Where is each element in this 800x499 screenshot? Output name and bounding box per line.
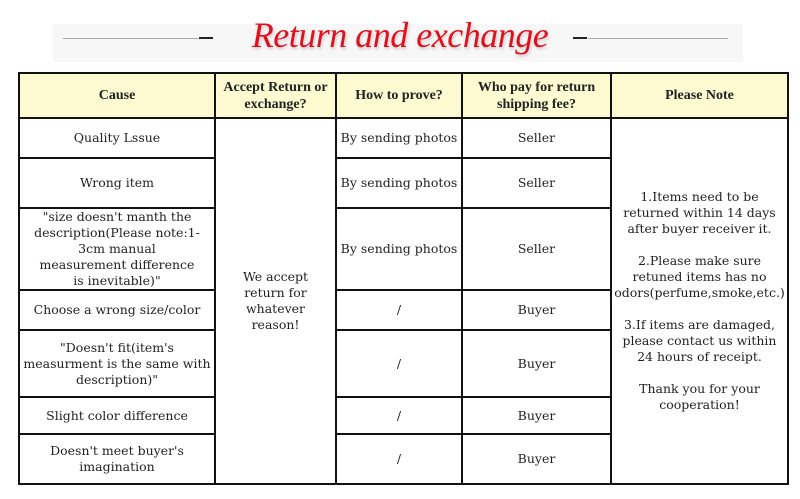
payer-cell: Buyer [461,433,612,485]
title-divider-left [63,38,198,39]
prove-cell: / [335,396,463,435]
prove-cell: By sending photos [335,207,463,291]
table-row: Quality Lssue We accept return for whate… [18,117,789,485]
title-divider-right [588,38,728,39]
title-dash-left [199,37,213,39]
page-title: Return and exchange [251,15,549,55]
note-3: 3.If items are damaged, please contact u… [622,317,777,364]
header-payer: Who pay for return shipping fee? [461,72,612,119]
cause-cell: Slight color difference [18,396,216,435]
payer-cell: Buyer [461,396,612,435]
payer-cell: Buyer [461,289,612,331]
title-banner [53,24,743,62]
payer-cell: Seller [461,157,612,209]
table-row: Slight color difference / Buyer [18,396,788,435]
return-policy-table: Cause Accept Return or exchange? How to … [18,72,789,485]
cause-cell: Doesn't meet buyer's imagination [18,433,216,485]
prove-cell: / [335,289,463,331]
payer-cell: Buyer [461,329,612,398]
note-cell: 1.Items need to be returned within 14 da… [610,117,789,485]
header-note: Please Note [610,72,789,119]
table-row: Choose a wrong size/color / Buyer [18,289,788,331]
header-prove: How to prove? [335,72,463,119]
header-row: Cause Accept Return or exchange? How to … [18,72,789,119]
cause-cell: "size doesn't manth the description(Plea… [18,207,216,291]
prove-cell: / [335,329,463,398]
cause-cell: Quality Lssue [18,117,216,159]
table-row: Wrong item By sending photos Seller [18,157,788,209]
prove-cell: / [335,433,463,485]
accept-cell: We accept return for whatever reason! [214,117,337,485]
note-1: 1.Items need to be returned within 14 da… [623,189,776,236]
header-cause: Cause [18,72,216,119]
header-accept: Accept Return or exchange? [214,72,337,119]
prove-cell: By sending photos [335,157,463,209]
cause-cell: "Doesn't fit(item's measurment is the sa… [18,329,216,398]
title-dash-right [573,37,587,39]
table-row: Doesn't meet buyer's imagination / Buyer [18,433,788,485]
prove-cell: By sending photos [335,117,463,159]
payer-cell: Seller [461,207,612,291]
table-row: "Doesn't fit(item's measurment is the sa… [18,329,788,398]
cause-cell: Wrong item [18,157,216,209]
note-thanks: Thank you for your cooperation! [639,381,760,412]
payer-cell: Seller [461,117,612,159]
note-2: 2.Please make sure retuned items has no … [614,253,785,300]
cause-cell: Choose a wrong size/color [18,289,216,331]
table-row: "size doesn't manth the description(Plea… [18,207,788,291]
